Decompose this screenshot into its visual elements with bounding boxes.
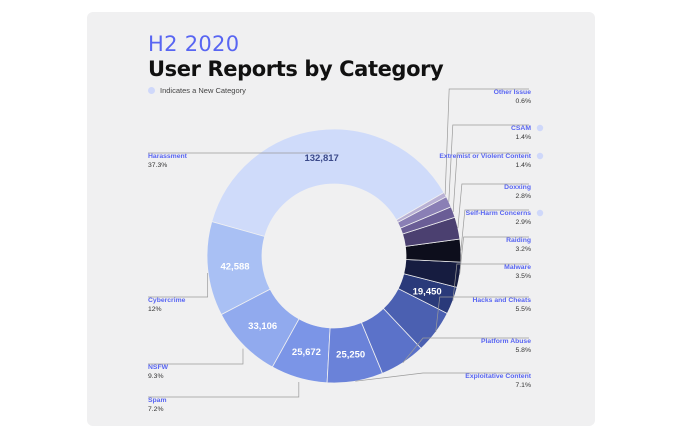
- new-category-dot-icon: [148, 87, 155, 94]
- category-percent-spam: 7.2%: [148, 406, 164, 413]
- leader-line-hacks-and-cheats: [435, 296, 529, 333]
- leader-line-self-harm-concerns: [460, 209, 529, 251]
- leader-line-cybercrime: [148, 273, 209, 298]
- category-label-other-issue: Other Issue: [494, 89, 532, 96]
- category-label-platform-abuse: Platform Abuse: [481, 338, 531, 345]
- slice-harassment: [211, 128, 445, 237]
- category-label-nsfw: NSFW: [148, 364, 169, 371]
- value-label-exploitative-content: 25,250: [336, 350, 365, 361]
- category-label-raiding: Raiding: [506, 237, 531, 244]
- category-label-doxxing: Doxxing: [504, 184, 531, 191]
- chart-card: H2 2020 User Reports by Category Indicat…: [87, 12, 595, 426]
- category-percent-csam: 1.4%: [516, 134, 532, 141]
- chart-subtitle: H2 2020: [148, 32, 240, 56]
- new-category-icon-csam: [536, 124, 544, 132]
- leader-line-malware: [452, 263, 529, 301]
- category-label-cybercrime: Cybercrime: [148, 297, 186, 304]
- category-label-extremist-or-violent-content: Extremist or Violent Content: [439, 153, 531, 160]
- leader-line-extremist-or-violent-content: [452, 152, 529, 213]
- legend: Indicates a New Category: [148, 86, 246, 95]
- leader-line-csam: [448, 124, 529, 202]
- leader-line-spam: [148, 382, 300, 398]
- value-label-nsfw: 33,106: [248, 321, 277, 332]
- category-percent-exploitative-content: 7.1%: [516, 382, 532, 389]
- category-label-spam: Spam: [148, 397, 167, 404]
- chart-title: User Reports by Category: [148, 57, 444, 81]
- category-label-hacks-and-cheats: Hacks and Cheats: [472, 297, 531, 304]
- value-label-cybercrime: 42,588: [220, 262, 249, 273]
- category-percent-extremist-or-violent-content: 1.4%: [516, 162, 532, 169]
- donut-chart: 132,817 42,588 33,106 25,672 25,250 19,450 Har…: [148, 88, 544, 413]
- category-percent-cybercrime: 12%: [148, 306, 162, 313]
- category-percent-hacks-and-cheats: 5.5%: [516, 306, 532, 313]
- category-percent-harassment: 37.3%: [148, 162, 167, 169]
- leader-line-exploitative-content: [355, 372, 529, 382]
- legend-label: Indicates a New Category: [160, 86, 246, 95]
- new-category-icon-self-harm-concerns: [536, 209, 544, 217]
- category-percent-platform-abuse: 5.8%: [516, 347, 532, 354]
- leader-line-raiding: [459, 236, 529, 275]
- category-label-malware: Malware: [504, 264, 531, 271]
- new-category-icon-extremist-or-violent-content: [536, 152, 544, 160]
- value-label-spam: 25,672: [292, 347, 321, 358]
- slice-other-issue: [395, 191, 447, 223]
- category-label-harassment: Harassment: [148, 153, 188, 160]
- value-label-malware: 19,450: [413, 286, 442, 297]
- category-percent-raiding: 3.2%: [516, 246, 532, 253]
- leader-line-doxxing: [457, 183, 529, 229]
- category-percent-malware: 3.5%: [516, 273, 532, 280]
- category-percent-doxxing: 2.8%: [516, 193, 532, 200]
- category-percent-self-harm-concerns: 2.9%: [516, 219, 532, 226]
- category-label-self-harm-concerns: Self-Harm Concerns: [466, 210, 532, 217]
- leader-line-other-issue: [444, 88, 529, 195]
- category-percent-nsfw: 9.3%: [148, 373, 164, 380]
- category-percent-other-issue: 0.6%: [516, 98, 532, 105]
- value-label-harassment: 132,817: [304, 153, 338, 164]
- category-label-exploitative-content: Exploitative Content: [465, 373, 531, 380]
- leader-line-nsfw: [148, 348, 244, 365]
- leader-line-platform-abuse: [402, 337, 529, 363]
- category-label-csam: CSAM: [511, 125, 531, 132]
